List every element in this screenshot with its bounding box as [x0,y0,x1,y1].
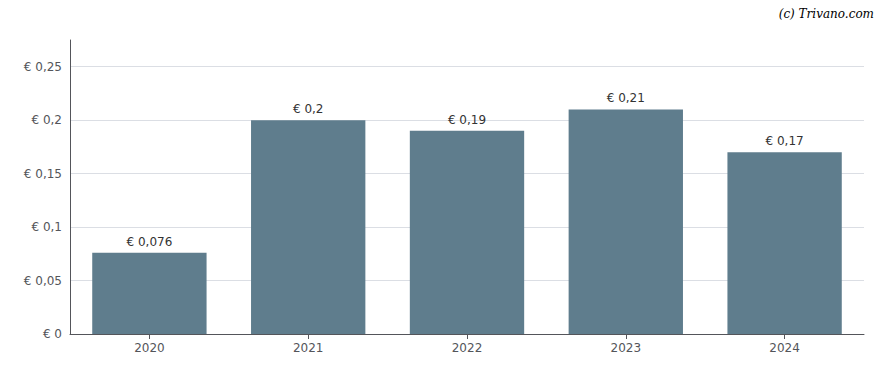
svg-text:€ 0,25: € 0,25 [24,60,62,74]
svg-text:2022: 2022 [452,341,483,355]
svg-text:2023: 2023 [611,341,642,355]
svg-text:2024: 2024 [769,341,800,355]
svg-text:€ 0,2: € 0,2 [31,113,62,127]
svg-text:€ 0,076: € 0,076 [126,235,172,249]
svg-text:€ 0,17: € 0,17 [766,134,804,148]
svg-text:€ 0,1: € 0,1 [31,220,62,234]
svg-text:€ 0,2: € 0,2 [293,102,324,116]
svg-text:2021: 2021 [293,341,324,355]
svg-text:€ 0: € 0 [43,327,62,341]
svg-text:(c) Trivano.com: (c) Trivano.com [779,7,874,21]
svg-text:€ 0,05: € 0,05 [24,274,62,288]
svg-text:€ 0,21: € 0,21 [607,91,645,105]
svg-text:€ 0,19: € 0,19 [448,113,486,127]
svg-text:€ 0,15: € 0,15 [24,167,62,181]
svg-text:2020: 2020 [134,341,165,355]
